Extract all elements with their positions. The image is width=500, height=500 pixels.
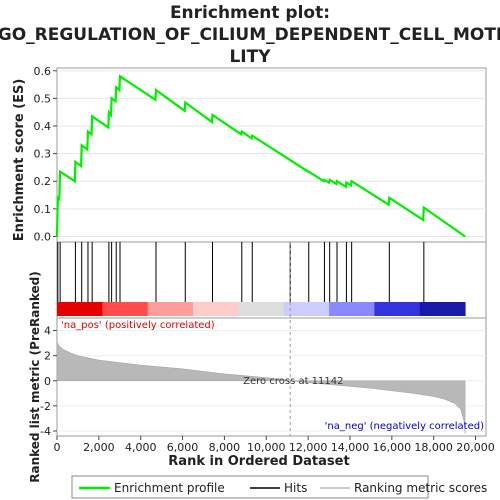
- es-panel: [56, 67, 487, 243]
- es-y-tick-label: 0.2: [34, 175, 52, 188]
- x-tick-label: 2,000: [83, 441, 115, 454]
- title-line-3: LITY: [229, 47, 271, 67]
- rank-heat-bar: [57, 302, 466, 316]
- x-tick-label: 16,000: [373, 441, 412, 454]
- neg-label: 'na_neg' (negatively correlated): [325, 421, 484, 432]
- metric-y-tick-label: -2: [40, 400, 51, 413]
- heat-bar-segment: [419, 302, 466, 316]
- x-tick-label: 12,000: [289, 441, 328, 454]
- metric-y-tick-label: 0: [44, 375, 51, 388]
- es-y-axis-label: Enrichment score (ES): [12, 79, 27, 242]
- es-y-tick-label: 0.4: [34, 120, 52, 133]
- heat-bar-segment: [238, 302, 285, 316]
- enrichment-profile-line: [55, 74, 466, 238]
- ranking-metric-area: [56, 340, 466, 434]
- es-y-ticks: 0.0 0.1 0.2 0.3 0.4 0.5 0.6: [34, 65, 57, 243]
- pos-label: 'na_pos' (positively correlated): [61, 320, 215, 331]
- x-tick-label: 8,000: [209, 441, 241, 454]
- es-y-tick-label: 0.0: [34, 230, 52, 243]
- es-y-tick-label: 0.1: [34, 203, 52, 216]
- x-tick-label: 0: [54, 441, 61, 454]
- x-tick-label: 14,000: [331, 441, 370, 454]
- hit-ticks: [57, 242, 425, 302]
- metric-y-tick-label: 2: [44, 350, 51, 363]
- es-y-tick-label: 0.6: [34, 65, 52, 78]
- title-line-1: Enrichment plot:: [170, 3, 330, 23]
- title-line-2: GO_REGULATION_OF_CILIUM_DEPENDENT_CELL_M…: [0, 25, 500, 45]
- legend-metric-label: Ranking metric scores: [354, 481, 487, 495]
- x-tick-label: 10,000: [247, 441, 286, 454]
- x-axis-label: Rank in Ordered Dataset: [168, 454, 349, 469]
- metric-y-ticks: -4 -2 0 2 4: [40, 325, 57, 438]
- heat-bar-segment: [102, 302, 149, 316]
- heat-bar-segment: [374, 302, 421, 316]
- legend-hits-label: Hits: [284, 481, 307, 495]
- es-y-tick-label: 0.5: [34, 92, 52, 105]
- zero-cross-label: Zero cross at 11142: [243, 376, 343, 387]
- heat-bar-segment: [283, 302, 330, 316]
- es-y-tick-label: 0.3: [34, 148, 52, 161]
- x-ticks: 0 2,000 4,000 6,000 8,000 10,000 12,000 14,000 1…: [54, 436, 495, 454]
- heat-bar-segment: [193, 302, 239, 316]
- es-gridlines: [57, 70, 486, 237]
- metric-y-axis-label: Ranked list metric (PreRanked): [28, 271, 42, 483]
- heat-bar-segment: [147, 302, 194, 316]
- legend-es-label: Enrichment profile: [114, 481, 225, 495]
- x-tick-label: 4,000: [125, 441, 157, 454]
- heat-bar-segment: [329, 302, 375, 316]
- metric-y-tick-label: 4: [44, 325, 51, 338]
- x-tick-label: 20,000: [456, 441, 495, 454]
- legend-box: [71, 475, 429, 499]
- heat-bar-segment: [57, 302, 103, 316]
- metric-y-tick-label: -4: [40, 425, 51, 438]
- x-tick-label: 6,000: [167, 441, 199, 454]
- x-tick-label: 18,000: [414, 441, 453, 454]
